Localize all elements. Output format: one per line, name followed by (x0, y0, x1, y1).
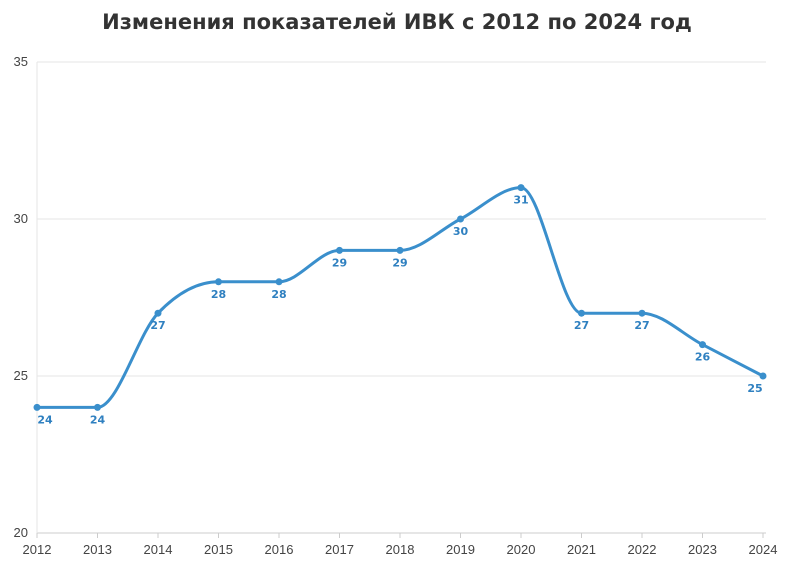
data-label: 24 (37, 413, 53, 426)
x-tick-label: 2014 (144, 542, 173, 557)
y-tick-label: 30 (14, 211, 28, 226)
x-axis: 2012 2013 2014 2015 2016 2017 2018 2019 2020 2021… (23, 533, 778, 557)
data-points (33, 184, 767, 411)
x-tick-label: 2017 (325, 542, 354, 557)
data-point[interactable] (638, 309, 646, 317)
x-tick-label: 2018 (386, 542, 415, 557)
data-point[interactable] (275, 278, 283, 286)
chart-title: Изменения показателей ИВК с 2012 по 2024… (102, 10, 692, 34)
x-tick-label: 2019 (446, 542, 475, 557)
x-tick-label: 2012 (23, 542, 52, 557)
data-point[interactable] (457, 215, 464, 223)
data-label: 24 (90, 413, 106, 426)
data-labels: 24 24 27 28 28 29 29 30 31 27 27 26 25 (37, 194, 762, 427)
x-tick-label: 2016 (265, 542, 294, 557)
x-tick-label: 2023 (688, 542, 717, 557)
data-point[interactable] (699, 341, 706, 349)
gridlines (36, 61, 766, 534)
data-point[interactable] (94, 403, 101, 411)
data-label: 30 (453, 225, 469, 238)
data-label: 28 (211, 288, 226, 301)
data-label: 29 (392, 256, 407, 269)
data-label: 29 (332, 256, 347, 269)
data-point[interactable] (578, 309, 585, 317)
data-point[interactable] (759, 372, 767, 380)
data-label: 26 (695, 351, 711, 364)
data-point[interactable] (336, 246, 343, 254)
data-label: 27 (150, 319, 165, 332)
data-label: 27 (634, 319, 649, 332)
x-tick-label: 2022 (628, 542, 657, 557)
data-point[interactable] (154, 309, 162, 317)
series-line (36, 186, 764, 409)
x-tick-label: 2021 (567, 542, 596, 557)
data-label: 31 (513, 194, 528, 207)
x-tick-label: 2024 (749, 542, 778, 557)
y-tick-label: 25 (14, 368, 28, 383)
x-tick-label: 2013 (83, 542, 112, 557)
data-point[interactable] (33, 403, 41, 411)
x-tick-label: 2020 (507, 542, 536, 557)
y-tick-label: 35 (14, 54, 28, 69)
y-tick-label: 20 (14, 525, 28, 540)
data-point[interactable] (517, 184, 525, 192)
data-label: 28 (271, 288, 286, 301)
x-tick-label: 2015 (204, 542, 233, 557)
data-label: 27 (574, 319, 589, 332)
data-point[interactable] (215, 278, 222, 286)
data-label: 25 (747, 382, 762, 395)
y-axis: 20 25 30 35 (14, 54, 28, 540)
data-point[interactable] (396, 246, 404, 254)
